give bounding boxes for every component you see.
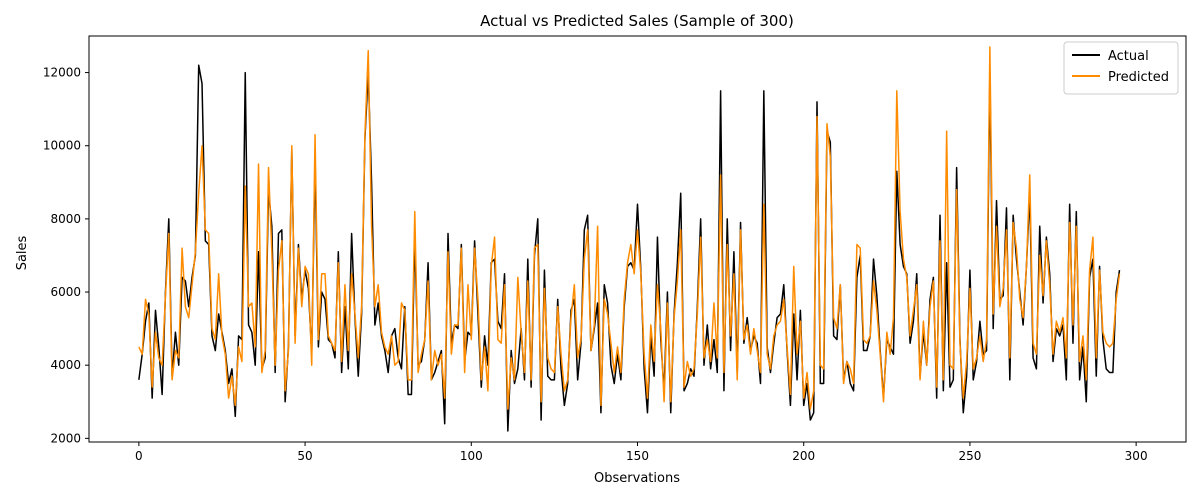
y-tick-label: 4000 [50, 358, 81, 372]
series-layer [138, 46, 1121, 432]
x-axis-label: Observations [594, 471, 680, 486]
x-tick-label: 300 [1125, 449, 1148, 463]
y-tick-label: 6000 [50, 285, 81, 299]
y-axis-label: Sales [15, 235, 30, 270]
axes-layer: 0 50 100 150 200 250 300 2000 4000 6000 8000 10000 1… [43, 35, 1187, 463]
legend: Actual Predicted [1063, 41, 1179, 95]
y-tick-label: 10000 [43, 139, 81, 153]
x-tick-label: 250 [958, 449, 981, 463]
series-line-predicted [138, 46, 1121, 410]
y-tick-label: 8000 [50, 212, 81, 226]
chart-title: Actual vs Predicted Sales (Sample of 300… [480, 12, 794, 30]
x-tick-label: 50 [297, 449, 312, 463]
x-tick-label: 100 [460, 449, 483, 463]
y-tick-label: 12000 [43, 66, 81, 80]
x-tick-label: 150 [626, 449, 649, 463]
legend-label-predicted: Predicted [1108, 70, 1169, 85]
legend-label-actual: Actual [1108, 49, 1149, 64]
y-tick-label: 2000 [50, 431, 81, 445]
x-tick-label: 200 [792, 449, 815, 463]
x-tick-label: 0 [135, 449, 143, 463]
